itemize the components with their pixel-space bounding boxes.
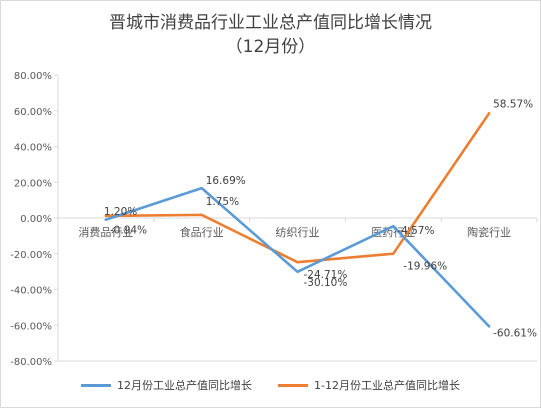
chart-subtitle: （12月份） [225, 37, 316, 57]
data-label-series-2: -24.71% [304, 269, 348, 281]
x-tick-label: 消费品行业 [78, 225, 133, 239]
legend: 12月份工业总产值同比增长 1-12月份工业总产值同比增长 [1, 375, 540, 395]
legend-swatch-series-2 [278, 383, 309, 387]
series-line-1 [104, 186, 491, 328]
legend-item-series-2: 1-12月份工业总产值同比增长 [278, 377, 460, 393]
y-tick-label: 40.00% [14, 143, 52, 154]
y-tick-label: -20.00% [10, 250, 52, 261]
legend-swatch-series-1 [81, 383, 112, 387]
y-tick-label: -80.00% [10, 357, 52, 368]
y-tick-label: -40.00% [10, 286, 52, 297]
data-label-series-2: 58.57% [493, 98, 533, 110]
data-label-series-1: -30.10% [304, 277, 348, 289]
data-label-series-1: 16.69% [206, 175, 246, 187]
y-tick-label: 0.00% [20, 214, 52, 225]
y-tick-label: -60.00% [10, 321, 52, 332]
y-tick-label: 80.00% [14, 71, 52, 82]
chart-title: 晋城市消费品行业工业总产值同比增长情况 [109, 13, 432, 33]
y-tick-label: 60.00% [14, 107, 52, 118]
series-line-2 [104, 112, 491, 264]
data-label-series-1: -60.61% [493, 327, 537, 339]
data-label-series-2: 1.75% [206, 196, 239, 208]
data-label-series-2: -19.96% [403, 261, 447, 273]
legend-label-series-2: 1-12月份工业总产值同比增长 [314, 379, 460, 392]
data-label-series-2: 1.20% [104, 206, 137, 218]
data-label-series-1: -0.94% [110, 225, 147, 237]
x-tick-label: 纺织行业 [276, 225, 320, 239]
x-tick-label: 陶瓷行业 [467, 225, 511, 239]
legend-item-series-1: 12月份工业总产值同比增长 [81, 377, 252, 393]
legend-label-series-1: 12月份工业总产值同比增长 [117, 379, 253, 392]
plot-area: 80.00% 60.00% 40.00% 20.00% 0.00% -20.00% -40.… [10, 71, 538, 368]
data-label-series-1: -4.57% [397, 225, 434, 237]
y-tick-label: 20.00% [14, 178, 52, 189]
x-tick-label: 食品行业 [180, 225, 224, 239]
